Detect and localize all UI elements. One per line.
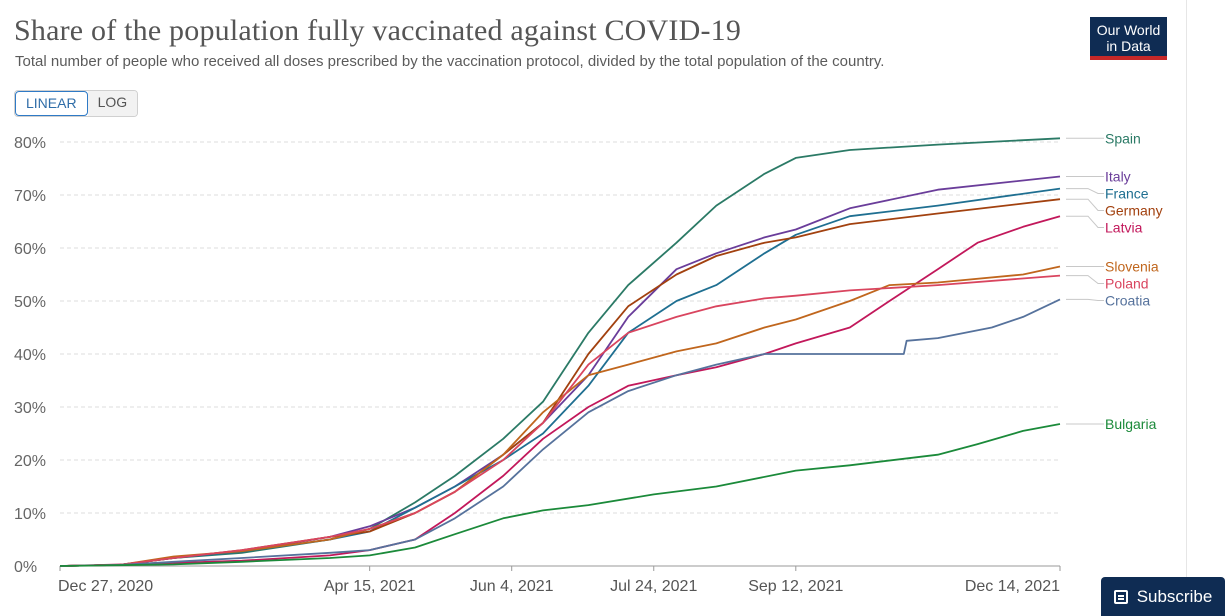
series-label-italy[interactable]: Italy [1105, 168, 1131, 184]
series-label-slovenia[interactable]: Slovenia [1105, 259, 1159, 275]
series-label-latvia[interactable]: Latvia [1105, 219, 1143, 235]
x-tick-label: Dec 27, 2020 [58, 578, 153, 595]
series-line-bulgaria[interactable] [59, 423, 1061, 567]
linear-scale-button[interactable]: LINEAR [15, 91, 88, 116]
logo-line-1: Our World [1096, 22, 1161, 38]
series-lines [59, 137, 1061, 567]
newsletter-icon [1113, 589, 1128, 604]
scale-toggle: LINEAR LOG [14, 90, 139, 117]
label-connector [1066, 188, 1104, 194]
series-line-croatia[interactable] [59, 298, 1061, 567]
y-tick-label: 40% [14, 347, 46, 364]
series-label-poland[interactable]: Poland [1105, 276, 1149, 292]
y-tick-label: 50% [14, 294, 46, 311]
series-line-slovenia[interactable] [59, 265, 1061, 567]
y-tick-label: 80% [14, 135, 46, 152]
owid-logo[interactable]: Our World in Data [1090, 17, 1167, 60]
y-axis-ticks: 0% 10% 20% 30% 40% 50% 60% 70% 80% [14, 135, 46, 576]
y-tick-label: 70% [14, 188, 46, 205]
series-line-germany[interactable] [59, 198, 1061, 567]
chart-subtitle: Total number of people who received all … [15, 53, 885, 70]
series-label-bulgaria[interactable]: Bulgaria [1105, 416, 1157, 432]
x-tick-label: Sep 12, 2021 [748, 578, 843, 595]
x-tick-label: Jun 4, 2021 [470, 578, 554, 595]
series-line-spain[interactable] [59, 137, 1061, 567]
series-label-germany[interactable]: Germany [1105, 202, 1163, 218]
series-line-poland[interactable] [59, 274, 1061, 567]
label-connector [1066, 215, 1104, 228]
series-label-croatia[interactable]: Croatia [1105, 293, 1150, 309]
y-tick-label: 30% [14, 400, 46, 417]
label-connector [1066, 298, 1104, 301]
y-tick-label: 10% [14, 506, 46, 523]
subscribe-label: Subscribe [1136, 586, 1213, 606]
x-tick-label: Dec 14, 2021 [965, 578, 1060, 595]
y-tick-label: 20% [14, 453, 46, 470]
series-label-france[interactable]: France [1105, 185, 1149, 201]
y-tick-label: 0% [14, 559, 37, 576]
y-tick-label: 60% [14, 241, 46, 258]
logo-line-2: in Data [1106, 38, 1151, 54]
x-tick-label: Apr 15, 2021 [324, 578, 416, 595]
label-connector [1066, 275, 1104, 284]
label-connector [1066, 198, 1104, 211]
scrollbar-divider [1186, 0, 1187, 616]
grid-lines [60, 141, 1060, 567]
log-scale-button[interactable]: LOG [87, 91, 138, 116]
x-tick-label: Jul 24, 2021 [610, 578, 697, 595]
series-label-spain[interactable]: Spain [1105, 130, 1141, 146]
series-line-latvia[interactable] [59, 215, 1061, 567]
subscribe-button[interactable]: Subscribe [1101, 577, 1225, 616]
x-axis-ticks: Dec 27, 2020 Apr 15, 2021 Jun 4, 2021 Jul 2… [58, 566, 1061, 595]
line-chart: 0% 10% 20% 30% 40% 50% 60% 70% 80% Dec 27, 2020 A… [14, 130, 1163, 595]
chart-title: Share of the population fully vaccinated… [14, 14, 742, 47]
